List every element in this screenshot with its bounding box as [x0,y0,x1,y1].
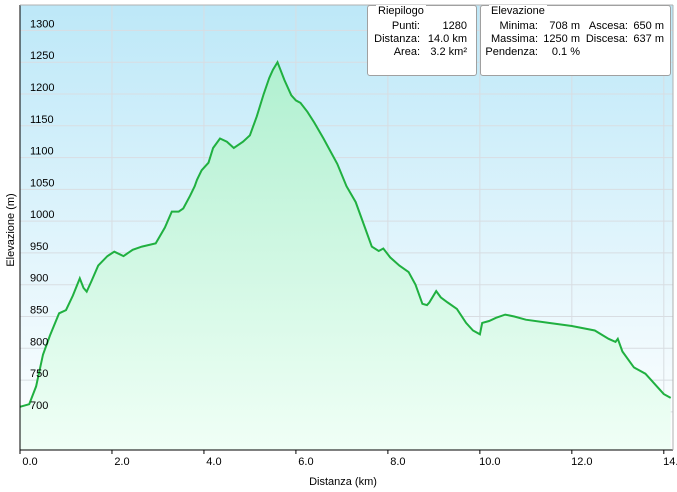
y-tick-label: 750 [30,368,48,380]
points-label: Punti: [391,20,420,32]
min-value: 708 m [549,20,580,32]
y-tick-label: 1200 [30,82,54,94]
descent-label: Discesa: [585,33,628,45]
y-tick-label: 700 [30,400,48,412]
y-tick-label: 950 [30,241,48,253]
distance-label: Distanza: [374,33,420,45]
x-tick-label: 10.0 [479,456,500,468]
x-tick-label: 2.0 [114,456,129,468]
area-value: 3.2 km² [430,46,467,58]
y-axis-label: Elevazione (m) [5,193,17,266]
descent-value: 637 m [633,33,664,45]
min-label: Minima: [499,20,538,32]
y-tick-label: 1250 [30,50,54,62]
y-tick-label: 1300 [30,18,54,30]
y-tick-label: 850 [30,305,48,317]
points-value: 1280 [442,20,467,32]
elevation-title: Elevazione [489,5,547,17]
slope-label: Pendenza: [485,46,538,58]
x-tick-label: 8.0 [390,456,405,468]
x-tick-label: 12.0 [571,456,592,468]
y-tick-labels: 700 750 800 850 900 950 1000 1050 1100 1150 1200 12… [30,18,54,411]
x-tick-label: 6.0 [298,456,313,468]
ascent-label: Ascesa: [588,20,628,32]
x-tick-label: 14.0 [663,456,677,468]
elevation-area [20,62,671,450]
y-tick-label: 1000 [30,209,54,221]
y-tick-label: 800 [30,336,48,348]
y-tick-label: 1050 [30,177,54,189]
x-tick-label: 0.0 [22,456,37,468]
y-tick-label: 900 [30,273,48,285]
summary-title: Riepilogo [376,5,426,17]
max-value: 1250 m [543,33,580,45]
elevation-line [19,59,672,408]
y-tick-label: 1100 [30,146,54,158]
summary-panel: Riepilogo Punti: 1280 Distanza: 14.0 km … [367,5,477,76]
x-tick-labels: 0.0 2.0 4.0 6.0 8.0 10.0 12.0 14.0 [22,456,677,468]
y-tick-label: 1150 [30,114,54,126]
axes [19,4,674,454]
max-label: Massima: [490,33,538,45]
slope-value: 0.1 % [551,46,580,58]
distance-value: 14.0 km [427,33,467,45]
x-axis-label: Distanza (km) [309,476,377,488]
ascent-value: 650 m [633,20,664,32]
elevation-panel: Elevazione Minima: 708 m Massima: 1250 m… [480,5,671,76]
area-label: Area: [393,46,420,58]
x-tick-label: 4.0 [206,456,221,468]
